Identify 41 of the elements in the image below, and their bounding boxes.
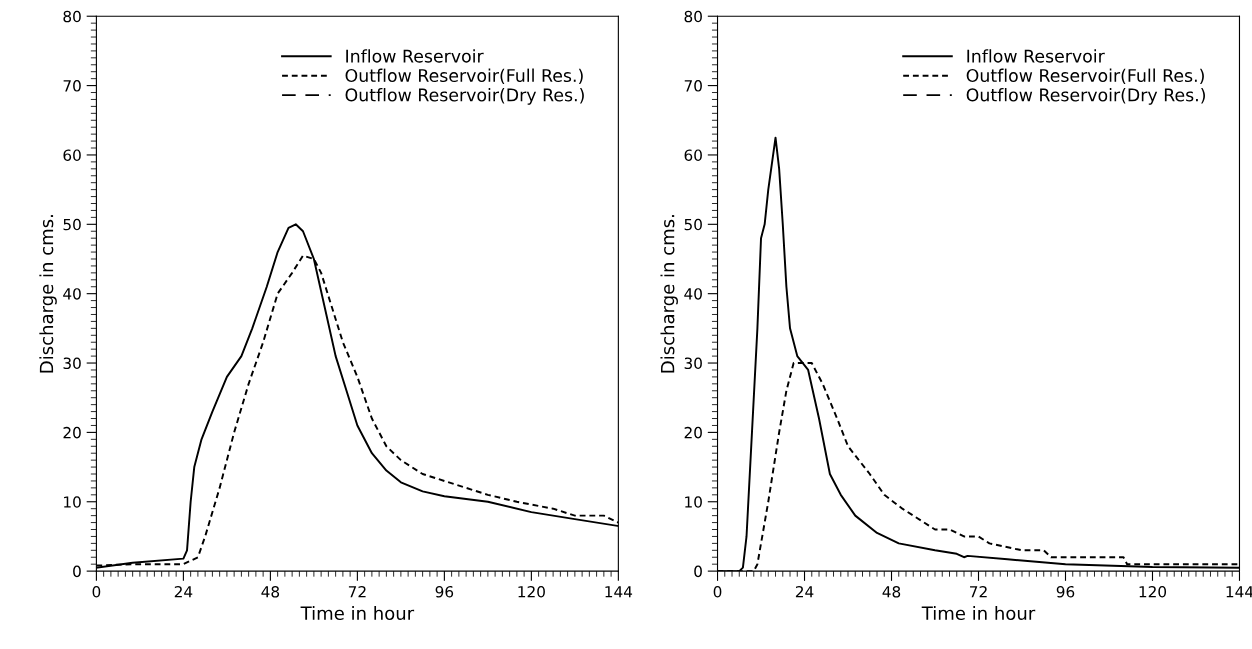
y-tick-label: 10 — [64, 496, 81, 508]
legend-label: Outflow Reservoir(Full Res.) — [345, 68, 583, 85]
y-tick-label: 30 — [684, 357, 702, 370]
x-tick-label: 96 — [1056, 585, 1075, 598]
y-tick-label: 70 — [684, 80, 702, 92]
y-axis-title: Discharge in cms. — [660, 215, 678, 373]
y-tick-label: 80 — [684, 10, 702, 23]
legend-label: Outflow Reservoir(Full Res.) — [966, 68, 1204, 85]
y-tick-label: 40 — [684, 288, 702, 300]
x-tick-label: 48 — [882, 585, 901, 598]
y-tick-label: 20 — [684, 426, 702, 439]
legend-label: Inflow Reservoir — [346, 49, 484, 63]
y-tick-label: 80 — [63, 10, 81, 23]
x-tick-label: 72 — [348, 585, 366, 598]
y-tick-label: 30 — [63, 357, 81, 370]
y-tick-label: 60 — [63, 149, 81, 161]
x-tick-label: 24 — [795, 585, 814, 598]
x-tick-label: 120 — [1139, 585, 1167, 598]
x-axis-title: Time in hour — [921, 606, 1036, 621]
x-tick-label: 144 — [605, 586, 633, 598]
x-tick-label: 24 — [174, 585, 193, 598]
x-tick-label: 96 — [435, 585, 454, 598]
y-tick-label: 40 — [63, 288, 81, 300]
legend-label: Outflow Reservoir(Dry Res.) — [966, 88, 1205, 105]
y-tick-label: 50 — [63, 218, 81, 231]
y-tick-label: 50 — [684, 218, 702, 231]
x-tick-label: 72 — [970, 585, 987, 598]
y-axis-title: Discharge in cms. — [39, 215, 57, 373]
y-tick-label: 10 — [685, 496, 702, 508]
y-tick-label: 70 — [63, 80, 81, 92]
x-axis-title: Time in hour — [300, 606, 415, 621]
y-tick-label: 0 — [694, 565, 702, 578]
legend-label: Inflow Reservoir — [967, 49, 1105, 63]
x-tick-label: 48 — [261, 585, 280, 598]
y-tick-label: 20 — [63, 426, 81, 439]
x-tick-label: 120 — [518, 585, 545, 598]
y-tick-label: 0 — [73, 565, 81, 578]
x-tick-label: 0 — [92, 585, 101, 598]
y-tick-label: 60 — [684, 149, 702, 161]
legend-label: Outflow Reservoir(Dry Res.) — [345, 88, 584, 105]
x-tick-label: 0 — [713, 585, 722, 598]
